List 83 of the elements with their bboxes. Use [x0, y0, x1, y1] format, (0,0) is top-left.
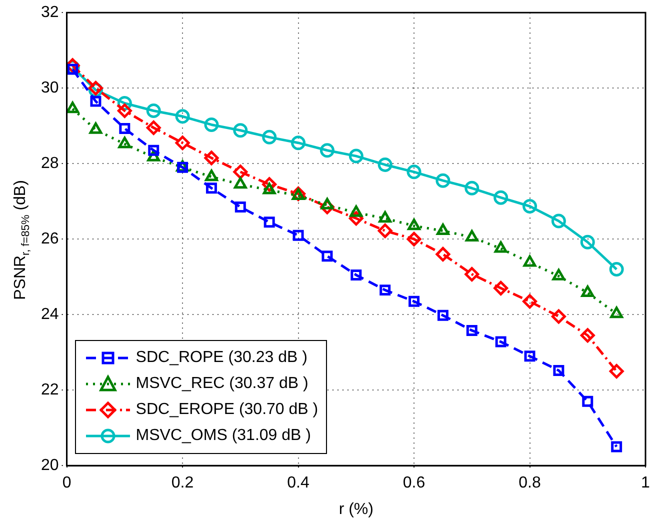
point	[234, 177, 247, 189]
y-tick-label: 26	[41, 230, 59, 248]
x-tick-label: 0	[62, 474, 72, 492]
point	[406, 164, 422, 180]
point	[292, 230, 304, 241]
point	[524, 350, 536, 362]
point	[611, 441, 622, 452]
point	[436, 224, 450, 236]
point	[90, 96, 102, 107]
point	[466, 324, 478, 336]
point	[175, 109, 190, 124]
point	[610, 306, 624, 318]
point	[553, 364, 564, 376]
point	[494, 190, 508, 205]
x-tick-label: 1	[641, 474, 650, 492]
point	[118, 136, 132, 148]
y-tick-label: 32	[41, 4, 59, 22]
x-tick-label: 0.8	[518, 474, 541, 492]
point	[378, 157, 392, 172]
x-tick-label: 0.4	[287, 474, 310, 492]
point	[205, 170, 218, 182]
point	[348, 148, 364, 164]
point	[119, 123, 130, 134]
point	[522, 199, 538, 214]
point	[495, 336, 506, 348]
y-tick-label: 22	[41, 382, 59, 399]
y-tick-label: 30	[41, 80, 59, 97]
point	[551, 309, 566, 324]
point	[436, 173, 450, 188]
point	[262, 130, 277, 144]
point	[464, 180, 480, 196]
legend-label: MSVC_REC (30.37 dB )	[136, 374, 308, 393]
point	[206, 182, 217, 194]
point	[552, 268, 566, 280]
point	[89, 122, 102, 134]
point	[233, 123, 248, 138]
y-tick-label: 20	[41, 457, 59, 474]
point	[204, 117, 219, 132]
point	[408, 296, 420, 307]
point	[378, 224, 392, 238]
legend-label: SDC_ROPE (30.23 dB )	[136, 348, 308, 367]
point	[380, 284, 391, 296]
point	[350, 269, 362, 280]
point	[204, 150, 219, 166]
point	[264, 216, 275, 228]
point	[582, 396, 594, 407]
x-axis-title: r (%)	[338, 500, 374, 518]
point	[117, 104, 132, 118]
point	[436, 246, 450, 262]
point	[408, 218, 420, 230]
point	[320, 198, 334, 210]
point	[580, 234, 595, 250]
point	[146, 120, 161, 135]
point	[146, 104, 161, 118]
point	[437, 310, 448, 321]
point	[580, 328, 595, 343]
point	[522, 294, 538, 309]
point	[406, 232, 422, 246]
y-tick-label: 24	[41, 306, 59, 324]
point	[175, 136, 190, 150]
point	[494, 280, 508, 296]
y-tick-label: 28	[41, 155, 59, 172]
point	[523, 255, 536, 267]
point	[464, 266, 480, 282]
point	[350, 205, 363, 217]
point	[465, 230, 478, 242]
point	[609, 262, 624, 277]
point	[609, 364, 624, 378]
legend-label: MSVC_OMS (31.09 dB )	[136, 426, 311, 445]
x-tick-label: 0.6	[402, 474, 426, 492]
point	[322, 250, 333, 262]
point	[581, 285, 594, 297]
point	[378, 211, 392, 223]
point	[291, 136, 306, 150]
point	[551, 214, 566, 228]
legend-label: SDC_EROPE (30.70 dB )	[136, 400, 318, 419]
point	[66, 102, 80, 114]
point	[494, 241, 508, 253]
point	[233, 164, 248, 180]
x-tick-label: 0.2	[171, 474, 194, 492]
point	[320, 143, 334, 158]
point	[234, 202, 246, 213]
point	[262, 182, 276, 194]
